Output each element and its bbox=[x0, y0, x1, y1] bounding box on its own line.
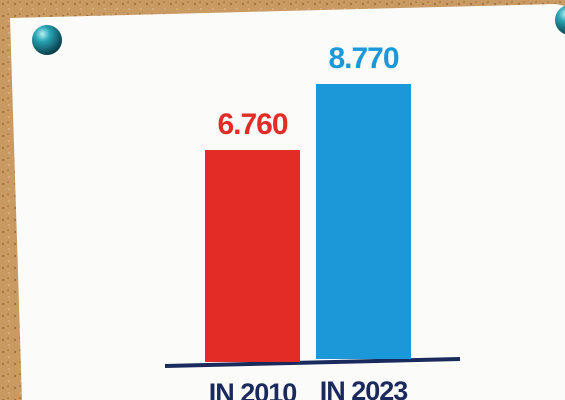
baseline bbox=[164, 357, 461, 368]
x-tick-label: IN 2010 bbox=[209, 378, 297, 400]
bar bbox=[316, 84, 411, 359]
x-tick-label: IN 2023 bbox=[320, 376, 409, 400]
value-label: 6.760 bbox=[217, 108, 287, 141]
pin bbox=[555, 5, 565, 35]
pin bbox=[32, 25, 62, 55]
value-label: 8.770 bbox=[328, 42, 398, 75]
bar bbox=[205, 150, 300, 362]
